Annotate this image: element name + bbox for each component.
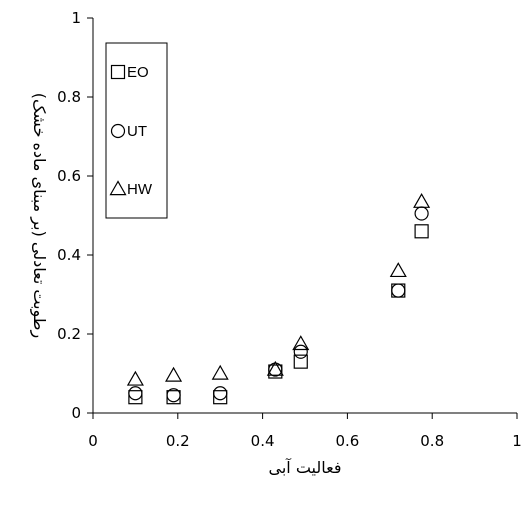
data-point-hw: [211, 364, 229, 380]
legend-marker-ut: [110, 123, 126, 139]
ticks: [87, 17, 518, 419]
data-point-eo: [414, 224, 429, 239]
data-point-hw: [165, 366, 183, 382]
y-tick-label: 0.6: [57, 167, 81, 185]
y-tick-label: 0: [71, 404, 81, 422]
data-point-ut: [128, 386, 143, 401]
data-points: [126, 192, 431, 405]
tick-labels: 0 0.2 0.4 0.6 0.8 1 0 0.2 0.4 0.6 0.8 1: [57, 9, 522, 450]
legend-label-eo: EO: [127, 64, 149, 81]
series-eo: [128, 224, 429, 405]
data-point-hw: [389, 262, 407, 278]
legend-label-ut: UT: [127, 123, 147, 140]
data-point-eo: [293, 354, 308, 369]
data-point-eo: [213, 390, 228, 405]
y-tick-label: 0.8: [57, 88, 81, 106]
data-point-hw: [266, 360, 284, 376]
x-tick-label: 0: [88, 432, 98, 450]
x-tick-label: 0.6: [335, 432, 359, 450]
legend-label-hw: HW: [127, 181, 153, 198]
x-tick-label: 0.8: [420, 432, 444, 450]
data-point-hw: [413, 192, 431, 208]
axes: [92, 18, 517, 414]
series-ut: [128, 206, 429, 403]
x-tick-label: 0.4: [251, 432, 275, 450]
data-point-ut: [293, 344, 308, 359]
legend-items: EO UT HW: [109, 64, 153, 198]
legend-marker-hw: [109, 180, 127, 196]
y-tick-label: 1: [71, 9, 81, 27]
data-point-hw: [126, 370, 144, 386]
legend-box: [105, 42, 168, 219]
x-tick-label: 1: [512, 432, 522, 450]
y-tick-label: 0.2: [57, 325, 81, 343]
data-point-hw: [292, 335, 310, 351]
legend: EO UT HW: [105, 42, 168, 219]
series-hw: [126, 192, 431, 386]
y-tick-label: 0.4: [57, 246, 81, 264]
legend-marker-eo: [110, 64, 126, 80]
data-point-ut: [213, 386, 228, 401]
data-point-ut: [166, 388, 181, 403]
data-point-ut: [414, 206, 429, 221]
data-point-ut: [391, 283, 406, 298]
x-axis-title: فعالیت آبی: [269, 458, 342, 477]
x-tick-label: 0.2: [166, 432, 190, 450]
y-axis-title: رطوبت تعادلی (بر مبنای ماده خشک): [29, 93, 49, 339]
data-point-eo: [128, 390, 143, 405]
